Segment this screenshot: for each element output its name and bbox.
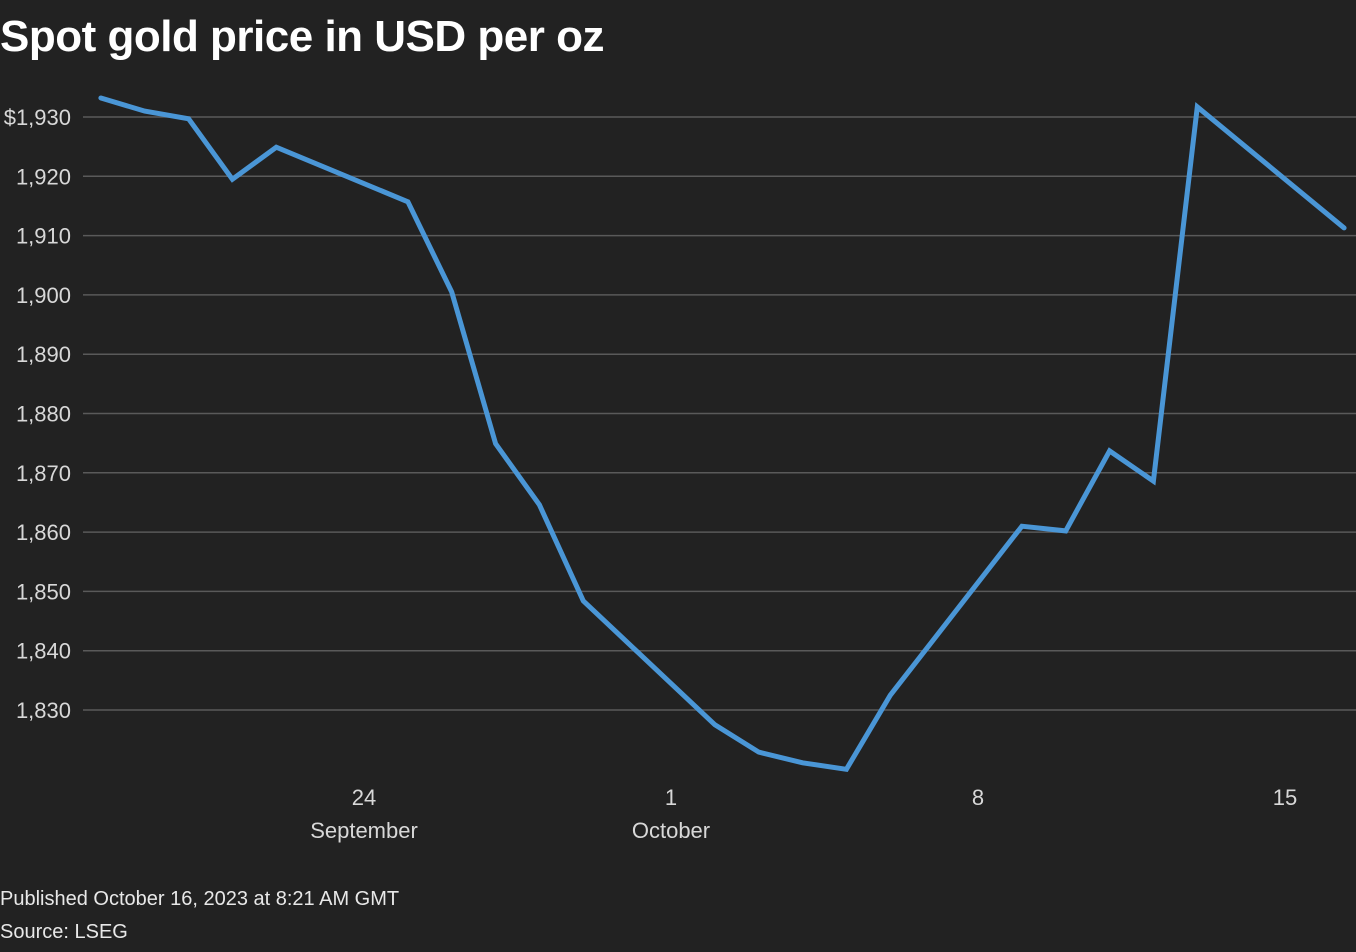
y-tick-label: 1,870: [16, 461, 71, 486]
y-tick-label: 1,830: [16, 698, 71, 723]
y-tick-label: 1,880: [16, 402, 71, 427]
y-tick-label: 1,850: [16, 579, 71, 604]
y-tick-label: 1,890: [16, 342, 71, 367]
y-tick-label: 1,920: [16, 164, 71, 189]
x-tick-label: 8: [972, 785, 984, 810]
source-note: Source: LSEG: [0, 921, 128, 943]
y-tick-label: 1,910: [16, 224, 71, 249]
series-layer: [98, 95, 1347, 773]
y-tick-label: $1,930: [4, 105, 71, 130]
x-axis-labels: 24 September 1 October 8 15: [310, 785, 1297, 843]
x-tick-sublabel: October: [632, 818, 710, 843]
gridlines: [83, 116, 1356, 711]
y-axis-labels: 1,830 1,840 1,850 1,860 1,870 1,880 1,890 1,900…: [4, 105, 71, 723]
series-line: [98, 95, 1347, 773]
x-tick-label: 15: [1273, 785, 1297, 810]
line-chart: 1,830 1,840 1,850 1,860 1,870 1,880 1,890 1,900…: [4, 95, 1356, 843]
x-tick-label: 24: [352, 785, 376, 810]
x-tick-sublabel: September: [310, 818, 418, 843]
y-tick-label: 1,900: [16, 283, 71, 308]
x-tick-label: 1: [665, 785, 677, 810]
y-tick-label: 1,840: [16, 639, 71, 664]
chart-title: Spot gold price in USD per oz: [0, 12, 604, 61]
published-note: Published October 16, 2023 at 8:21 AM GM…: [0, 888, 400, 910]
y-tick-label: 1,860: [16, 520, 71, 545]
